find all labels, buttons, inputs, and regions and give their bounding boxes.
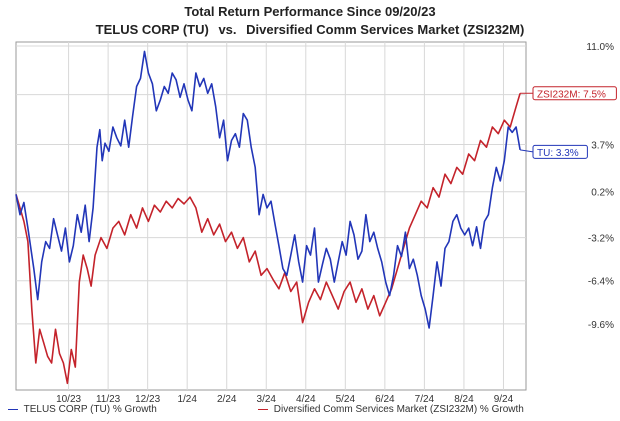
- label-layer: ZSI232M: 7.5% TU: 3.3%: [519, 86, 617, 159]
- y-tick-label: -9.6%: [588, 320, 614, 331]
- y-tick-label: -3.2%: [588, 234, 614, 245]
- x-tick-label: 8/24: [454, 394, 474, 405]
- x-tick-label: 9/24: [494, 394, 514, 405]
- chart-title: Total Return Performance Since 09/20/23: [184, 4, 436, 19]
- end-label-box: [532, 144, 588, 159]
- y-tick-label: -6.4%: [588, 277, 614, 288]
- x-tick-label: 5/24: [336, 394, 356, 405]
- legend-label-tu: TELUS CORP (TU) % Growth: [23, 404, 157, 415]
- series-line-zsi232m: [15, 93, 521, 385]
- x-tick-label: 6/24: [375, 394, 395, 405]
- end-label-box: [532, 86, 617, 101]
- y-tick-label: 11.0%: [586, 42, 614, 53]
- axis-layer: 11.0%7.4%3.7%0.2%-3.2%-6.4%-9.6%10/2311/…: [56, 42, 614, 405]
- y-tick-label: 3.7%: [591, 141, 614, 152]
- x-tick-label: 10/23: [56, 394, 81, 405]
- x-tick-label: 1/24: [177, 394, 197, 405]
- x-tick-label: 3/24: [257, 394, 277, 405]
- x-tick-label: 7/24: [415, 394, 435, 405]
- end-label-tu: TU: 3.3%: [537, 148, 579, 159]
- plot-frame: [15, 41, 527, 391]
- legend-label-zsi: Diversified Comm Services Market (ZSI232…: [273, 404, 524, 415]
- x-tick-label: 2/24: [217, 394, 237, 405]
- subtitle-left: TELUS CORP (TU): [95, 22, 209, 37]
- end-label-connector: [519, 149, 534, 153]
- legend-swatch-tu: —: [8, 404, 18, 415]
- legend-item-zsi: — Diversified Comm Services Market (ZSI2…: [258, 404, 524, 415]
- legend-swatch-zsi: —: [258, 404, 268, 415]
- x-tick-label: 11/23: [96, 394, 121, 405]
- x-tick-label: 12/23: [135, 394, 160, 405]
- y-tick-label: 0.2%: [591, 188, 614, 199]
- subtitle-right: Diversified Comm Services Market (ZSI232…: [246, 22, 525, 37]
- subtitle-vs: vs.: [218, 22, 237, 37]
- legend-item-tu: — TELUS CORP (TU) % Growth: [8, 404, 157, 415]
- chart-subtitle: TELUS CORP (TU) vs. Diversified Comm Ser…: [0, 22, 620, 37]
- series-layer: [15, 50, 521, 385]
- series-line-tu: [15, 50, 521, 329]
- x-tick-label: 4/24: [296, 394, 316, 405]
- end-label-zsi232m: ZSI232M: 7.5%: [537, 89, 606, 100]
